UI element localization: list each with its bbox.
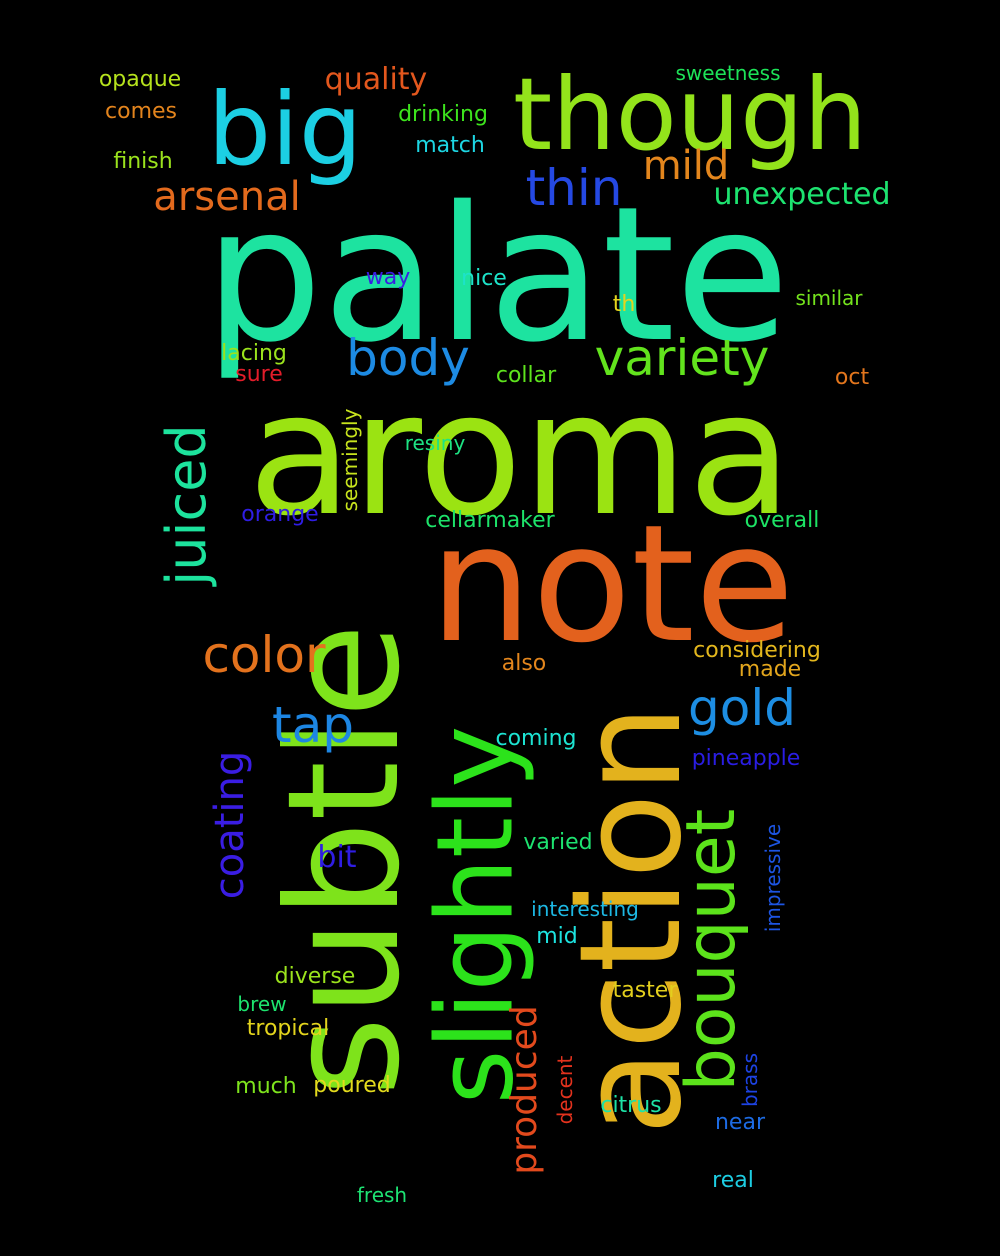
word: thin	[525, 159, 623, 217]
word: pineapple	[691, 746, 801, 771]
word: tap	[272, 696, 354, 754]
word: gold	[688, 679, 796, 737]
word: big	[207, 71, 363, 188]
word: way	[365, 265, 411, 290]
word: palate	[204, 166, 790, 383]
word: tropical	[246, 1016, 330, 1041]
word: brew	[237, 992, 287, 1016]
word: unexpected	[713, 177, 891, 212]
word: near	[714, 1110, 766, 1135]
word: juiced	[155, 424, 218, 586]
word: arsenal	[153, 174, 301, 220]
word: aroma	[247, 356, 793, 554]
word: note	[429, 491, 795, 679]
word: made	[738, 657, 802, 682]
word: variety	[594, 329, 770, 387]
word: mid	[536, 924, 578, 949]
word: produced	[504, 1005, 545, 1175]
word: brass	[738, 1052, 762, 1108]
word: resiny	[404, 431, 466, 455]
word: similar	[795, 286, 863, 310]
word: overall	[744, 508, 820, 533]
word: interesting	[531, 897, 639, 921]
word: bouquet	[672, 808, 751, 1092]
word: cellarmaker	[425, 508, 555, 533]
word: impressive	[761, 823, 785, 933]
word: diverse	[274, 964, 356, 989]
word: seemingly	[338, 408, 362, 512]
word: considering	[693, 638, 821, 663]
word: much	[235, 1074, 297, 1099]
word: th	[612, 292, 636, 317]
word: coating	[207, 750, 253, 900]
word: body	[346, 329, 470, 387]
word: drinking	[398, 102, 488, 127]
word: also	[501, 651, 547, 676]
word: lacing	[221, 341, 287, 366]
word: fresh	[356, 1183, 408, 1207]
word: real	[712, 1168, 754, 1193]
word: comes	[105, 99, 177, 124]
word: opaque	[98, 67, 182, 92]
word: bit	[317, 840, 357, 875]
word: citrus	[600, 1093, 662, 1118]
word: quality	[324, 62, 428, 97]
word: taster	[612, 978, 678, 1003]
word: oct	[834, 365, 870, 390]
word: though	[512, 56, 868, 173]
word: match	[415, 133, 485, 158]
word: finish	[113, 149, 173, 174]
word: nice	[461, 266, 507, 291]
word: orange	[241, 502, 319, 527]
word: decent	[553, 1055, 577, 1125]
word: sure	[235, 362, 283, 387]
word: collar	[495, 363, 557, 388]
word: sweetness	[675, 61, 781, 85]
word: varied	[523, 830, 593, 855]
word: coming	[495, 726, 577, 751]
word: poured	[313, 1073, 391, 1098]
word: color	[202, 626, 326, 684]
word: mild	[642, 143, 730, 189]
